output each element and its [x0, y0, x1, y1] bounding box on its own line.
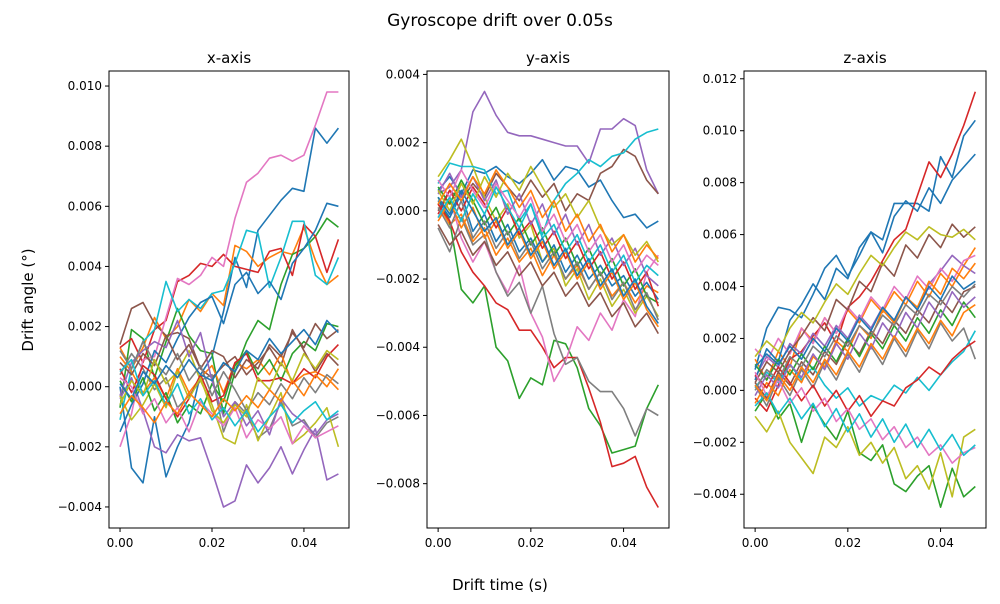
- series-line-6: [437, 148, 659, 212]
- series-line-8: [754, 322, 977, 407]
- y-tick-label: −0.006: [376, 408, 420, 422]
- series-line-18: [437, 199, 660, 321]
- series-line-20: [437, 186, 659, 284]
- plot-frame: [108, 70, 350, 529]
- y-tick-label: 0.010: [68, 79, 102, 93]
- y-tick-label: −0.008: [376, 477, 420, 491]
- y-tick-label: 0.004: [386, 67, 420, 81]
- series-line-2: [119, 226, 339, 370]
- series-line-11: [754, 153, 976, 381]
- series-line-15: [754, 290, 976, 396]
- y-tick-label: 0.004: [68, 259, 102, 273]
- series-line-14: [437, 186, 660, 307]
- series-line-3: [119, 217, 339, 415]
- x-tick-label: 0.02: [199, 536, 226, 550]
- series-line-21: [119, 319, 339, 400]
- x-tick-label: 0.04: [927, 536, 954, 550]
- subplot-x-axis: 0.00 0.02 0.04 −0.004 −0.002 0.000 0.002 0.004 0…: [58, 49, 350, 550]
- y-tick-label: 0.004: [703, 280, 737, 294]
- y-tick-label: −0.002: [376, 272, 420, 286]
- series-line-22: [437, 169, 659, 263]
- series-lines: [437, 90, 660, 508]
- series-line-6: [119, 301, 339, 379]
- x-tick-label: 0.04: [610, 536, 637, 550]
- plot-frame: [426, 70, 670, 529]
- x-tick-label: 0.00: [742, 536, 769, 550]
- subplot-y-axis: 0.00 0.02 0.04 −0.008 −0.006 −0.004 −0.002 0.00…: [376, 49, 670, 550]
- y-tick-label: 0.002: [386, 136, 420, 150]
- series-line-11: [119, 202, 339, 433]
- y-tick-label: 0.006: [703, 228, 737, 242]
- series-line-7: [119, 91, 339, 448]
- subplot-title: y-axis: [526, 49, 570, 67]
- series-line-3: [437, 196, 660, 454]
- y-tick-label: 0.000: [386, 204, 420, 218]
- x-tick-label: 0.00: [107, 536, 134, 550]
- subplot-title: z-axis: [843, 49, 887, 67]
- series-line-10: [119, 220, 340, 420]
- y-tick-label: −0.004: [58, 500, 102, 514]
- series-line-21: [754, 275, 976, 368]
- series-line-21: [437, 189, 659, 324]
- series-line-9: [754, 410, 976, 498]
- series-lines: [754, 91, 977, 509]
- series-line-22: [754, 304, 976, 402]
- series-line-19: [754, 226, 976, 358]
- series-line-14: [119, 344, 339, 418]
- y-tick-label: 0.008: [68, 139, 102, 153]
- y-tick-label: 0.002: [68, 320, 102, 334]
- y-axis-label: Drift angle (°): [19, 248, 37, 351]
- series-line-13: [119, 322, 339, 424]
- subplot-title: x-axis: [207, 49, 252, 67]
- series-line-22: [119, 368, 340, 424]
- series-line-20: [119, 358, 339, 433]
- series-line-12: [437, 199, 659, 328]
- x-axis-label: Drift time (s): [452, 576, 548, 594]
- figure-title: Gyroscope drift over 0.05s: [387, 11, 613, 31]
- y-tick-label: −0.004: [693, 487, 737, 501]
- plot-frame: [743, 70, 987, 529]
- series-line-13: [437, 179, 659, 304]
- x-tick-label: 0.02: [517, 536, 544, 550]
- y-tick-label: −0.002: [693, 435, 737, 449]
- series-line-1: [119, 127, 340, 484]
- series-line-5: [437, 90, 660, 195]
- y-tick-label: 0.000: [68, 380, 102, 394]
- y-tick-label: 0.008: [703, 176, 737, 190]
- x-tick-label: 0.00: [425, 536, 452, 550]
- y-tick-label: 0.010: [703, 124, 737, 138]
- y-tick-label: 0.000: [703, 383, 737, 397]
- series-line-3: [754, 392, 976, 509]
- series-line-19: [119, 349, 339, 424]
- series-line-16: [437, 224, 659, 334]
- y-tick-label: 0.006: [68, 199, 102, 213]
- series-line-20: [754, 392, 976, 457]
- series-line-4: [754, 91, 977, 413]
- series-line-15: [119, 319, 339, 436]
- subplot-z-axis: 0.00 0.02 0.04 −0.004 −0.002 0.000 0.002 0.004 0…: [693, 49, 987, 550]
- series-line-1: [754, 119, 976, 370]
- y-tick-label: 0.002: [703, 331, 737, 345]
- x-tick-label: 0.04: [291, 536, 318, 550]
- series-line-4: [119, 223, 340, 364]
- y-tick-label: 0.012: [703, 72, 737, 86]
- series-line-18: [754, 283, 976, 391]
- series-lines: [119, 91, 340, 508]
- y-tick-label: −0.004: [376, 340, 420, 354]
- x-tick-label: 0.02: [834, 536, 861, 550]
- y-tick-label: −0.002: [58, 440, 102, 454]
- series-line-9: [119, 349, 340, 448]
- series-line-2: [754, 247, 976, 381]
- series-line-17: [437, 169, 659, 274]
- series-line-5: [119, 376, 339, 508]
- series-line-8: [437, 216, 659, 437]
